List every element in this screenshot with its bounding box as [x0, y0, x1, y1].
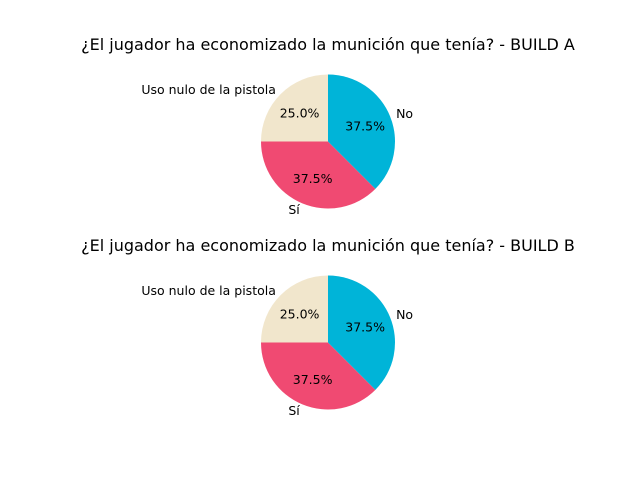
- pct-label-si-build-b: 37.5%: [293, 372, 333, 387]
- slice-label-si-build-b: Sí: [288, 403, 300, 418]
- slice-label-uso-nulo-de-la-pistola-build-b: Uso nulo de la pistola: [141, 283, 276, 298]
- pie-slice-uso-nulo-de-la-pistola-build-a: [261, 74, 328, 142]
- pie-slice-si-build-b: [261, 342, 376, 410]
- pct-label-no-build-b: 37.5%: [345, 320, 385, 335]
- pct-label-si-build-a: 37.5%: [293, 171, 333, 186]
- chart-title-build-a: ¿El jugador ha economizado la munición q…: [81, 35, 575, 54]
- slice-label-no-build-b: No: [396, 307, 413, 322]
- chart-title-build-b: ¿El jugador ha economizado la munición q…: [81, 236, 575, 255]
- pie-slice-no-build-b: [328, 275, 396, 390]
- pie-slice-no-build-a: [328, 74, 396, 189]
- pct-label-no-build-a: 37.5%: [345, 119, 385, 134]
- slice-label-no-build-a: No: [396, 106, 413, 121]
- slice-label-uso-nulo-de-la-pistola-build-a: Uso nulo de la pistola: [141, 82, 276, 97]
- pie-chart-build-b: ¿El jugador ha economizado la munición q…: [81, 236, 575, 418]
- pie-chart-build-a: ¿El jugador ha economizado la munición q…: [81, 35, 575, 217]
- pie-slice-uso-nulo-de-la-pistola-build-b: [261, 275, 328, 343]
- pct-label-uso-nulo-de-la-pistola-build-b: 25.0%: [280, 307, 320, 322]
- slice-label-si-build-a: Sí: [288, 202, 300, 217]
- pie-slice-si-build-a: [261, 141, 376, 209]
- pct-label-uso-nulo-de-la-pistola-build-a: 25.0%: [280, 106, 320, 121]
